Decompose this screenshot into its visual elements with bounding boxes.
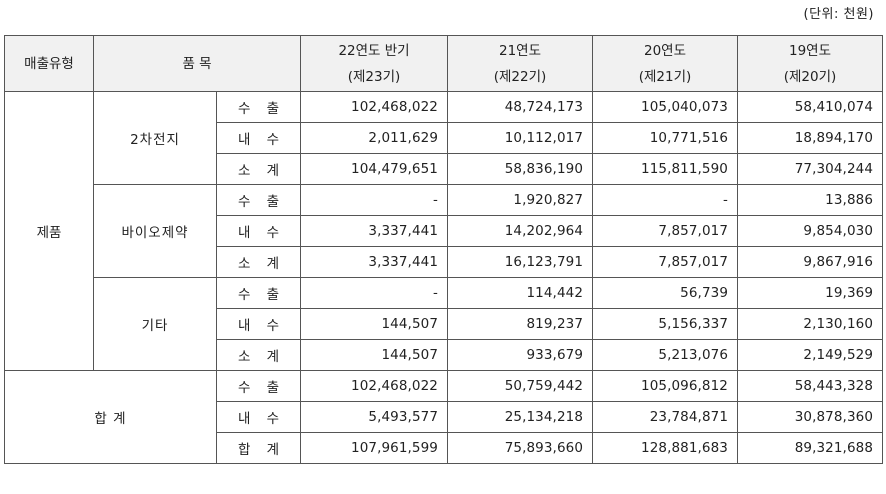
value-cell: 5,493,577 (300, 401, 449, 433)
value-cell: 2,011,629 (300, 122, 449, 154)
value-cell: 105,040,073 (592, 91, 739, 123)
value-cell: 18,894,170 (737, 122, 884, 154)
value-cell: 9,854,030 (737, 215, 884, 247)
table-row: 소 계 104,479,651 58,836,190 115,811,590 7… (5, 153, 884, 185)
category-cell: 바이오제약 (93, 184, 217, 278)
table-row: 내 수 3,337,441 14,202,964 7,857,017 9,854… (5, 215, 884, 247)
row-label: 수 출 (215, 277, 302, 309)
table-row: 기타 수 출 - 114,442 56,739 19,369 (5, 277, 884, 371)
row-label: 수 출 (215, 91, 302, 123)
value-cell: 105,096,812 (592, 370, 739, 402)
value-cell: 107,961,599 (300, 432, 449, 464)
value-cell: 2,130,160 (737, 308, 884, 340)
value-cell: - (300, 184, 449, 216)
table-row: 내 수 2,011,629 10,112,017 10,771,516 18,8… (5, 122, 884, 154)
row-label: 수 출 (215, 370, 302, 402)
category-cell: 기타 (93, 277, 217, 371)
row-label: 내 수 (215, 215, 302, 247)
table-row: 합 계 107,961,599 75,893,660 128,881,683 8… (5, 432, 884, 464)
header-period-term: (제22기) (493, 68, 547, 85)
header-period-term: (제23기) (347, 68, 401, 85)
header-period-term: (제21기) (638, 68, 692, 85)
row-label: 내 수 (215, 401, 302, 433)
value-cell: 50,759,442 (447, 370, 594, 402)
value-cell: 144,507 (300, 308, 449, 340)
value-cell: 114,442 (447, 277, 594, 309)
value-cell: 89,321,688 (737, 432, 884, 464)
sales-type-cell: 제품 (4, 91, 94, 371)
row-label: 소 계 (215, 246, 302, 278)
value-cell: 7,857,017 (592, 246, 739, 278)
header-period: 22연도 반기 (제23기) (300, 35, 449, 92)
value-cell: 23,784,871 (592, 401, 739, 433)
value-cell: 144,507 (300, 339, 449, 371)
header-period-term: (제20기) (783, 68, 837, 85)
header-period: 20연도 (제21기) (592, 35, 739, 92)
value-cell: 9,867,916 (737, 246, 884, 278)
value-cell: 58,443,328 (737, 370, 884, 402)
table-row: 제품 2차전지 수 출 102,468,022 48,724,173 105,0… (4, 91, 884, 371)
header-row: 매출유형 품 목 22연도 반기 (제23기) 21연도 (제22기) 20연도… (4, 35, 884, 92)
header-period: 21연도 (제22기) (447, 35, 594, 92)
header-period-year: 19연도 (789, 42, 832, 59)
unit-note: (단위: 천원) (803, 7, 874, 22)
value-cell: 16,123,791 (447, 246, 594, 278)
value-cell: 102,468,022 (300, 91, 449, 123)
row-label: 소 계 (215, 339, 302, 371)
value-cell: 14,202,964 (447, 215, 594, 247)
value-cell: 819,237 (447, 308, 594, 340)
value-cell: 104,479,651 (300, 153, 449, 185)
value-cell: 102,468,022 (300, 370, 449, 402)
table-row: 소 계 144,507 933,679 5,213,076 2,149,529 (5, 339, 884, 371)
value-cell: 10,112,017 (447, 122, 594, 154)
value-cell: 2,149,529 (737, 339, 884, 371)
header-period-year: 22연도 반기 (338, 42, 410, 59)
value-cell: - (300, 277, 449, 309)
row-label: 수 출 (215, 184, 302, 216)
header-period: 19연도 (제20기) (737, 35, 884, 92)
row-label: 합 계 (215, 432, 302, 464)
value-cell: 128,881,683 (592, 432, 739, 464)
header-period-year: 20연도 (644, 42, 687, 59)
value-cell: 30,878,360 (737, 401, 884, 433)
category-cell: 2차전지 (93, 91, 217, 185)
value-cell: 56,739 (592, 277, 739, 309)
value-cell: 1,920,827 (447, 184, 594, 216)
value-cell: 5,156,337 (592, 308, 739, 340)
header-period-year: 21연도 (499, 42, 542, 59)
value-cell: 58,836,190 (447, 153, 594, 185)
row-label: 내 수 (215, 122, 302, 154)
value-cell: 75,893,660 (447, 432, 594, 464)
table-row: 내 수 144,507 819,237 5,156,337 2,130,160 (5, 308, 884, 340)
table-row: 소 계 3,337,441 16,123,791 7,857,017 9,867… (5, 246, 884, 278)
row-label: 소 계 (215, 153, 302, 185)
value-cell: 5,213,076 (592, 339, 739, 371)
value-cell: 10,771,516 (592, 122, 739, 154)
value-cell: 3,337,441 (300, 246, 449, 278)
total-cell: 합 계 (4, 370, 217, 464)
value-cell: 19,369 (737, 277, 884, 309)
value-cell: 48,724,173 (447, 91, 594, 123)
value-cell: 58,410,074 (737, 91, 884, 123)
value-cell: 7,857,017 (592, 215, 739, 247)
header-item: 품 목 (92, 35, 302, 92)
value-cell: 13,886 (737, 184, 884, 216)
value-cell: 3,337,441 (300, 215, 449, 247)
value-cell: 77,304,244 (737, 153, 884, 185)
sales-table: 매출유형 품 목 22연도 반기 (제23기) 21연도 (제22기) 20연도… (4, 35, 884, 464)
value-cell: 115,811,590 (592, 153, 739, 185)
value-cell: 25,134,218 (447, 401, 594, 433)
header-sales-type: 매출유형 (4, 35, 94, 92)
value-cell: - (592, 184, 739, 216)
row-label: 내 수 (215, 308, 302, 340)
table-row: 합 계 수 출 102,468,022 50,759,442 105,096,8… (4, 370, 884, 464)
table-row: 바이오제약 수 출 - 1,920,827 - 13,886 (5, 184, 884, 278)
value-cell: 933,679 (447, 339, 594, 371)
